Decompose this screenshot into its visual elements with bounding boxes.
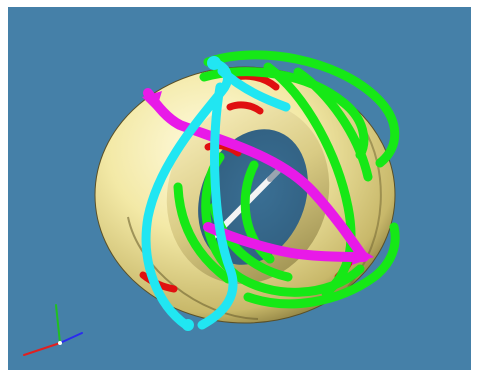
axis-x-line <box>23 342 61 356</box>
axis-z-line <box>55 304 61 344</box>
magenta-tube <box>143 88 369 262</box>
axis-y-line <box>59 332 83 344</box>
cyan-tube <box>141 58 291 330</box>
axis-triad <box>23 304 83 356</box>
scene-canvas[interactable] <box>8 7 471 370</box>
magenta-arrowheads <box>142 91 374 265</box>
3d-viewport[interactable] <box>8 7 471 370</box>
cyan-end-caps <box>182 56 221 331</box>
